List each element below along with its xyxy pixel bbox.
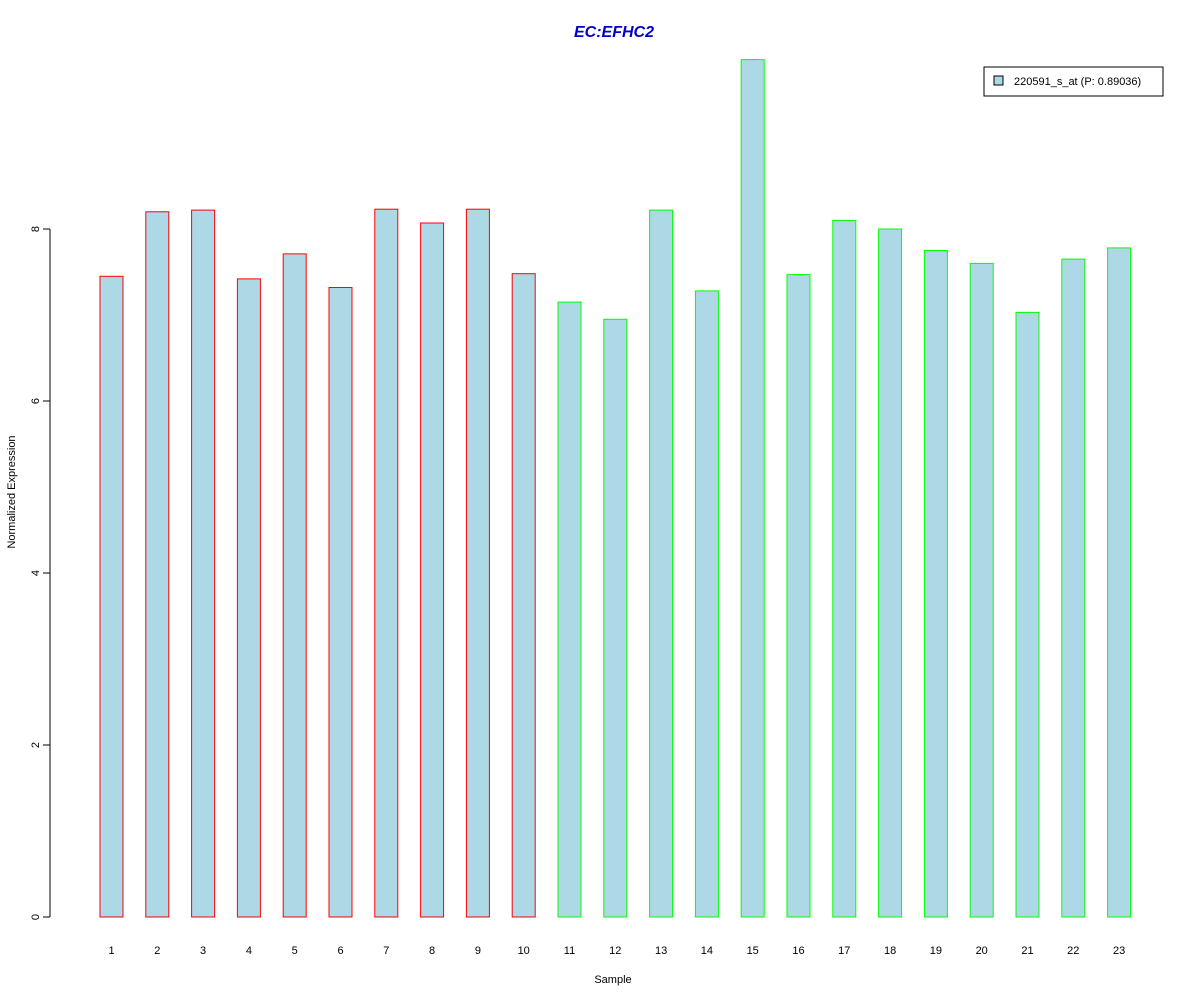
bar-sample-21 (1015, 311, 1040, 918)
x-tick-labels: 1 2 3 4 5 6 7 8 9 10 11 12 13 14 15 16 17 18 19 20 21 22 23 (108, 945, 1125, 957)
x-tick-label: 8 (429, 945, 435, 957)
bar-sample-12 (603, 318, 628, 918)
bar-sample-8 (420, 222, 445, 918)
bar-sample-15 (740, 59, 765, 918)
bar-sample-19 (923, 250, 948, 918)
x-tick-label: 17 (838, 945, 850, 957)
y-tick-label: 0 (30, 914, 42, 920)
legend: 220591_s_at (P: 0.89036) (983, 66, 1164, 97)
y-tick-label: 4 (30, 570, 42, 576)
x-tick-label: 12 (609, 945, 621, 957)
bar-sample-9 (465, 208, 490, 918)
legend-label: 220591_s_at (P: 0.89036) (1014, 76, 1141, 88)
x-tick-label: 23 (1113, 945, 1125, 957)
bar-sample-2 (145, 211, 170, 918)
x-tick-label: 6 (337, 945, 343, 957)
x-tick-label: 5 (292, 945, 298, 957)
y-tick-label: 6 (30, 398, 42, 404)
bar-sample-6 (328, 287, 353, 918)
x-tick-label: 15 (747, 945, 759, 957)
bar-sample-17 (832, 219, 857, 918)
x-axis-label: Sample (594, 974, 631, 986)
bar-sample-3 (191, 209, 216, 918)
bar-sample-7 (374, 208, 399, 918)
x-tick-label: 1 (108, 945, 114, 957)
x-tick-label: 20 (976, 945, 988, 957)
y-axis-label: Normalized Expression (6, 435, 18, 548)
y-tick-label: 2 (30, 742, 42, 748)
x-tick-label: 3 (200, 945, 206, 957)
bar-sample-10 (511, 273, 536, 918)
x-tick-label: 11 (564, 945, 575, 957)
x-tick-label: 7 (383, 945, 389, 957)
bar-sample-23 (1107, 247, 1132, 918)
bar-sample-13 (649, 209, 674, 918)
x-tick-label: 19 (930, 945, 942, 957)
x-tick-label: 10 (518, 945, 530, 957)
legend-box (983, 66, 1164, 97)
x-tick-label: 22 (1067, 945, 1079, 957)
x-tick-label: 13 (655, 945, 667, 957)
x-tick-label: 9 (475, 945, 481, 957)
y-axis: 0 2 4 6 8 (30, 226, 51, 920)
legend-swatch (993, 75, 1004, 86)
bar-sample-16 (786, 274, 811, 918)
bar-sample-18 (878, 228, 903, 918)
chart-title: EC:EFHC2 (574, 24, 654, 41)
bar-sample-5 (282, 253, 307, 918)
bar-sample-22 (1061, 258, 1086, 918)
y-tick-label: 8 (30, 226, 42, 232)
x-tick-label: 18 (884, 945, 896, 957)
x-tick-label: 2 (154, 945, 160, 957)
x-tick-label: 14 (701, 945, 713, 957)
x-tick-label: 4 (246, 945, 252, 957)
bar-sample-11 (557, 301, 582, 918)
x-tick-label: 21 (1021, 945, 1033, 957)
bar-sample-4 (236, 278, 261, 918)
bar-sample-1 (99, 275, 124, 918)
bars-group (99, 59, 1132, 918)
bar-sample-14 (694, 290, 719, 918)
x-tick-label: 16 (792, 945, 804, 957)
bar-sample-20 (969, 262, 994, 918)
